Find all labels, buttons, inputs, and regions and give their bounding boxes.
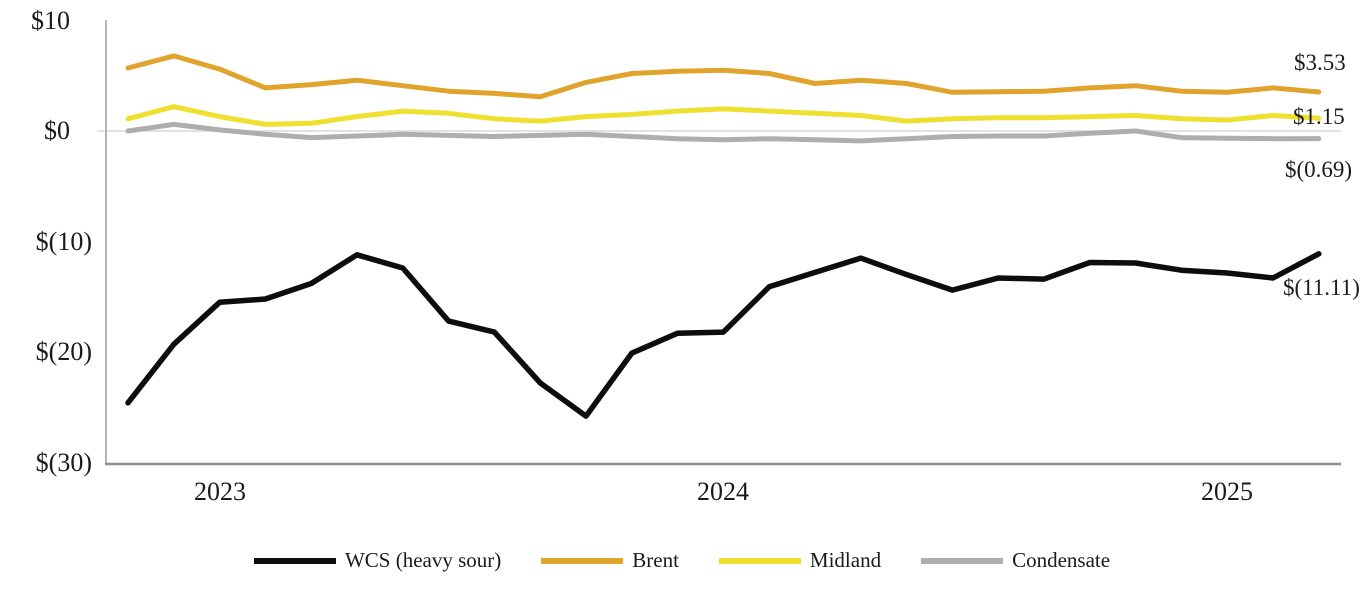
series-line-2 (125, 104, 1322, 127)
series-lines (125, 53, 1322, 419)
series-line-1 (125, 53, 1322, 100)
y-axis-tick-label: $0 (44, 116, 70, 145)
x-axis-tick-label-2024: 2024 (697, 477, 749, 506)
series-end-label-brent: $3.53 (1294, 49, 1346, 75)
x-axis-tick-label-2025: 2025 (1201, 477, 1253, 506)
y-axis-tick-label: $10 (31, 5, 70, 35)
y-axis-tick-label: $(20) (35, 337, 92, 366)
legend-swatch-condensate (921, 557, 1004, 564)
legend-swatch-wcs (253, 557, 336, 564)
legend-swatch-midland (718, 557, 801, 564)
legend-label-midland: Midland (809, 548, 882, 572)
legend-swatch-brent (541, 557, 624, 564)
series-end-label-wcs: $(11.11) (1283, 274, 1360, 300)
series-end-label-midland: $1.15 (1293, 104, 1345, 130)
legend-item-condensate: Condensate (921, 548, 1110, 573)
legend: WCS (heavy sour) Brent Midland Condensat… (0, 548, 1364, 573)
legend-item-brent: Brent (541, 548, 679, 573)
legend-item-wcs: WCS (heavy sour) (253, 548, 502, 573)
y-axis-tick-label: $(30) (35, 447, 92, 477)
series-line-3 (125, 121, 1322, 144)
legend-label-brent: Brent (632, 548, 679, 572)
legend-item-midland: Midland (718, 548, 882, 573)
y-axis-tick-label: $(10) (35, 226, 92, 256)
legend-label-condensate: Condensate (1012, 548, 1111, 572)
x-axis-tick-label-2023: 2023 (194, 477, 246, 506)
legend-label-wcs: WCS (heavy sour) (344, 548, 502, 572)
series-end-label-condensate: $(0.69) (1285, 156, 1353, 182)
series-line-0 (125, 251, 1322, 419)
